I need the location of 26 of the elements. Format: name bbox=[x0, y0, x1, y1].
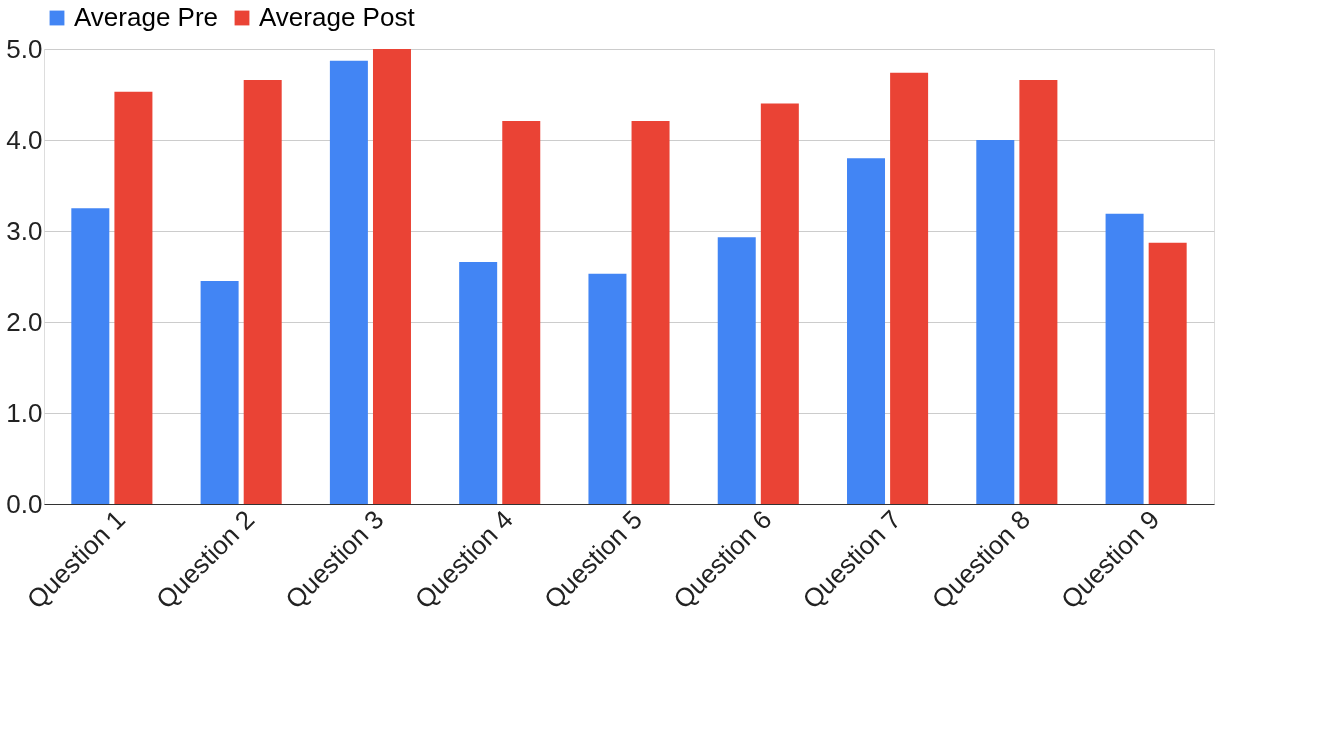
bar bbox=[243, 79, 282, 504]
bar bbox=[976, 140, 1015, 504]
bar bbox=[71, 208, 110, 504]
y-tick-label: 2.0 bbox=[6, 306, 43, 337]
y-tick-label: 5.0 bbox=[6, 33, 43, 64]
bar bbox=[1148, 242, 1187, 504]
bar bbox=[1019, 79, 1058, 504]
bar bbox=[890, 72, 929, 504]
legend-label: Average Pre bbox=[74, 2, 219, 32]
y-tick-label: 3.0 bbox=[6, 215, 43, 246]
bar bbox=[631, 120, 670, 504]
bar bbox=[329, 60, 368, 504]
bar bbox=[200, 281, 239, 504]
y-tick-label: 4.0 bbox=[6, 124, 43, 155]
bar bbox=[717, 237, 756, 504]
bar bbox=[760, 103, 799, 504]
bar bbox=[114, 91, 153, 504]
bar bbox=[1105, 213, 1144, 504]
y-tick-label: 1.0 bbox=[6, 397, 43, 428]
bar bbox=[588, 273, 627, 504]
legend-label: Average Post bbox=[259, 2, 416, 32]
bar bbox=[502, 120, 541, 504]
y-tick-label: 0.0 bbox=[6, 488, 43, 519]
bar bbox=[847, 158, 886, 504]
bar bbox=[459, 261, 498, 504]
bar bbox=[372, 49, 411, 504]
